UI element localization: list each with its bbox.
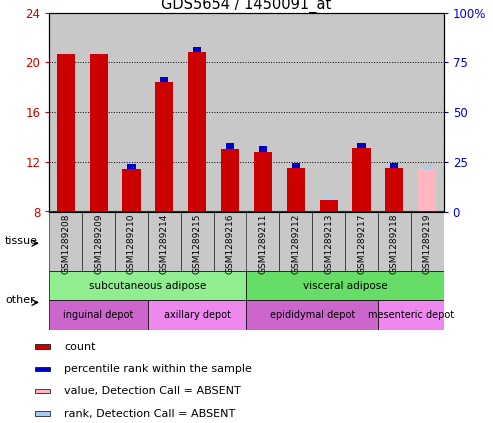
Bar bbox=[49, 13, 82, 212]
Bar bbox=[82, 212, 115, 271]
Text: rank, Detection Call = ABSENT: rank, Detection Call = ABSENT bbox=[64, 409, 235, 419]
Text: tissue: tissue bbox=[5, 236, 38, 246]
Text: GSM1289218: GSM1289218 bbox=[390, 214, 399, 275]
Text: other: other bbox=[5, 295, 35, 305]
Bar bbox=[57, 54, 75, 212]
Bar bbox=[160, 77, 169, 82]
Bar bbox=[312, 13, 345, 212]
Text: subcutaneous adipose: subcutaneous adipose bbox=[89, 280, 207, 291]
Bar bbox=[378, 13, 411, 212]
Bar bbox=[292, 163, 300, 168]
Bar bbox=[148, 13, 181, 212]
Text: GSM1289217: GSM1289217 bbox=[357, 214, 366, 275]
Bar bbox=[357, 143, 366, 148]
Bar bbox=[122, 169, 141, 212]
Bar bbox=[188, 52, 206, 212]
Bar bbox=[213, 212, 246, 271]
Bar bbox=[127, 164, 136, 169]
Bar bbox=[411, 13, 444, 212]
Bar bbox=[221, 149, 239, 212]
Title: GDS5654 / 1450091_at: GDS5654 / 1450091_at bbox=[161, 0, 332, 13]
Bar bbox=[35, 389, 50, 393]
Bar bbox=[90, 54, 107, 212]
Bar bbox=[246, 212, 280, 271]
Bar bbox=[35, 344, 50, 349]
Text: GSM1289211: GSM1289211 bbox=[258, 214, 267, 275]
Text: value, Detection Call = ABSENT: value, Detection Call = ABSENT bbox=[64, 386, 241, 396]
Bar bbox=[49, 212, 82, 271]
Bar bbox=[35, 367, 50, 371]
Text: visceral adipose: visceral adipose bbox=[303, 280, 387, 291]
Bar bbox=[115, 13, 148, 212]
Bar bbox=[148, 212, 181, 271]
Bar bbox=[193, 47, 201, 52]
Text: axillary depot: axillary depot bbox=[164, 310, 231, 320]
Bar bbox=[411, 212, 444, 271]
Bar bbox=[352, 148, 371, 212]
Bar bbox=[181, 13, 213, 212]
Bar bbox=[378, 212, 411, 271]
Text: GSM1289209: GSM1289209 bbox=[94, 214, 103, 275]
Text: epididymal depot: epididymal depot bbox=[270, 310, 355, 320]
Text: GSM1289210: GSM1289210 bbox=[127, 214, 136, 275]
Text: GSM1289216: GSM1289216 bbox=[226, 214, 235, 275]
Bar bbox=[49, 300, 148, 330]
Text: GSM1289208: GSM1289208 bbox=[61, 214, 70, 275]
Bar bbox=[181, 212, 213, 271]
Bar bbox=[115, 212, 148, 271]
Bar bbox=[390, 163, 398, 168]
Bar bbox=[49, 271, 247, 300]
Bar bbox=[246, 300, 378, 330]
Text: inguinal depot: inguinal depot bbox=[64, 310, 134, 320]
Bar bbox=[246, 13, 280, 212]
Bar bbox=[324, 195, 333, 201]
Bar bbox=[280, 212, 312, 271]
Bar bbox=[280, 13, 312, 212]
Bar bbox=[287, 168, 305, 212]
Bar bbox=[148, 300, 246, 330]
Bar bbox=[378, 300, 444, 330]
Text: GSM1289214: GSM1289214 bbox=[160, 214, 169, 274]
Bar bbox=[259, 146, 267, 152]
Bar bbox=[246, 271, 444, 300]
Bar bbox=[226, 143, 234, 149]
Bar bbox=[312, 212, 345, 271]
Text: mesenteric depot: mesenteric depot bbox=[368, 310, 454, 320]
Bar bbox=[423, 165, 431, 169]
Bar bbox=[213, 13, 246, 212]
Text: count: count bbox=[64, 342, 96, 352]
Text: GSM1289219: GSM1289219 bbox=[423, 214, 432, 275]
Bar bbox=[319, 201, 338, 212]
Text: GSM1289213: GSM1289213 bbox=[324, 214, 333, 275]
Text: GSM1289215: GSM1289215 bbox=[193, 214, 202, 275]
Bar bbox=[345, 212, 378, 271]
Bar bbox=[254, 152, 272, 212]
Bar bbox=[82, 13, 115, 212]
Bar bbox=[386, 168, 403, 212]
Text: percentile rank within the sample: percentile rank within the sample bbox=[64, 364, 252, 374]
Bar bbox=[418, 169, 436, 212]
Bar bbox=[345, 13, 378, 212]
Text: GSM1289212: GSM1289212 bbox=[291, 214, 300, 274]
Bar bbox=[155, 82, 174, 212]
Bar bbox=[35, 412, 50, 415]
